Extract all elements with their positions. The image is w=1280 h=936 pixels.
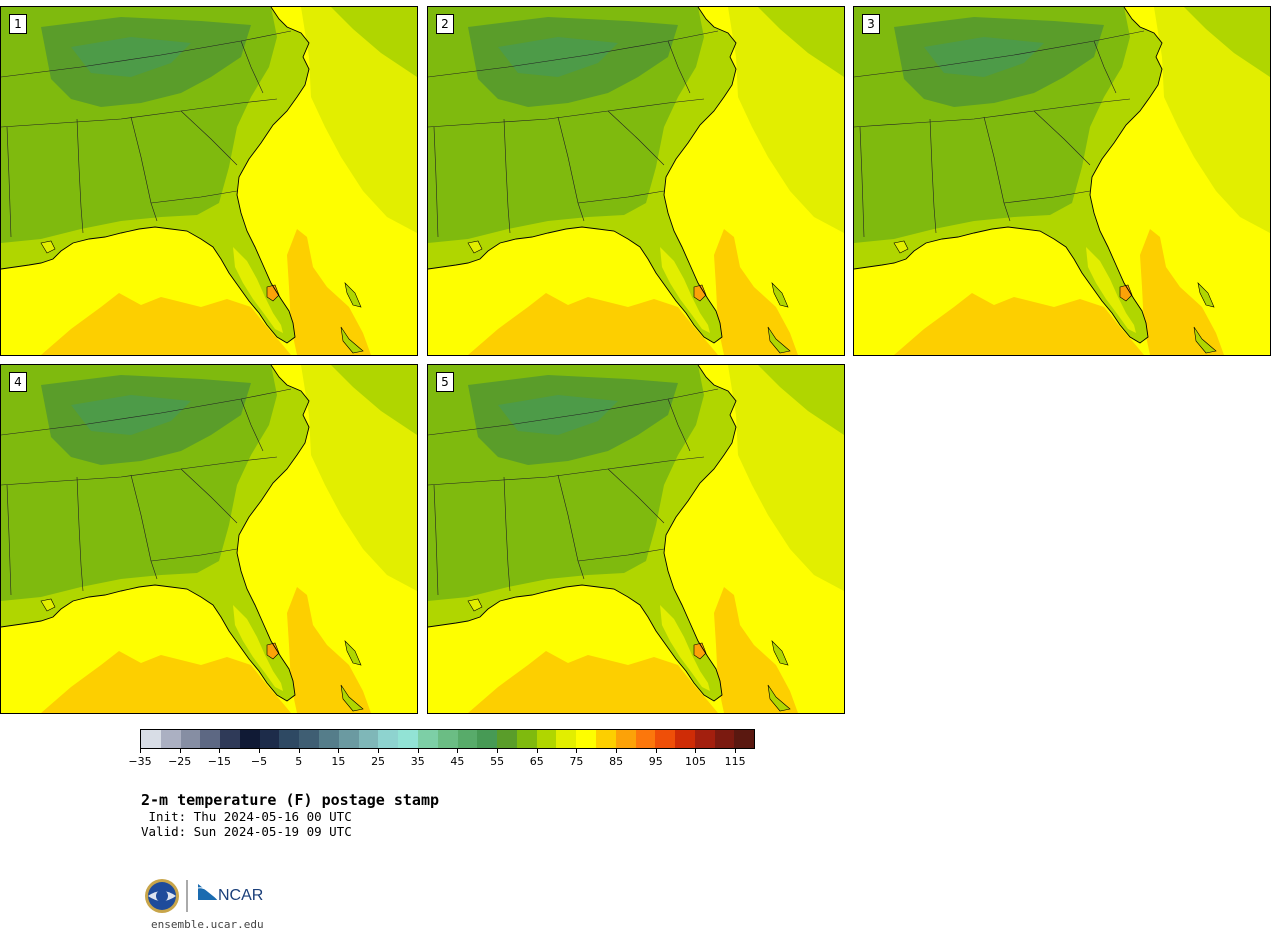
colorbar-tick-label: −15 (207, 755, 231, 768)
colorbar-swatch (358, 730, 379, 748)
colorbar-swatch (516, 730, 537, 748)
map-panel-5: 5 (427, 364, 845, 714)
colorbar-swatch (635, 730, 656, 748)
colorbar-swatch (714, 730, 735, 748)
colorbar-swatch (694, 730, 715, 748)
temperature-map (428, 7, 844, 355)
colorbar-tick (576, 749, 578, 753)
colorbar-tick-label: 65 (529, 755, 544, 768)
temperature-map (854, 7, 1270, 355)
colorbar-swatch (180, 730, 201, 748)
colorbar-swatch (160, 730, 181, 748)
colorbar-swatch (398, 730, 418, 748)
colorbar-swatch (437, 730, 458, 748)
colorbar-swatch (497, 730, 517, 748)
colorbar-swatch (576, 730, 596, 748)
colorbar-swatch (200, 730, 221, 748)
colorbar-tick-label: 75 (569, 755, 584, 768)
colorbar-swatch (338, 730, 359, 748)
colorbar-tick (655, 749, 657, 753)
colorbar-swatch (655, 730, 676, 748)
colorbar: −35 −25 −15 −5 5 15 25 35 45 55 65 75 85 95 105 115 (128, 729, 756, 777)
colorbar-tick-label: 5 (295, 755, 303, 768)
map-panel-3: 3 (853, 6, 1271, 356)
colorbar-tick-label: −35 (128, 755, 152, 768)
colorbar-tick (259, 749, 261, 753)
panel-number: 5 (436, 372, 454, 392)
colorbar-tick-label: 115 (724, 755, 746, 768)
figure-title: 2-m temperature (F) postage stamp (141, 791, 440, 809)
valid-time: Valid: Sun 2024-05-19 09 UTC (141, 824, 352, 839)
colorbar-swatch (417, 730, 438, 748)
colorbar-swatches (140, 729, 755, 749)
colorbar-tick (338, 749, 340, 753)
colorbar-tick (378, 749, 380, 753)
colorbar-swatch (556, 730, 577, 748)
colorbar-tick (735, 749, 737, 753)
colorbar-tick (140, 749, 141, 753)
colorbar-swatch (675, 730, 695, 748)
colorbar-swatch (259, 730, 280, 748)
colorbar-tick (179, 749, 181, 753)
colorbar-swatch (734, 730, 755, 748)
colorbar-swatch (536, 730, 557, 748)
colorbar-swatch (319, 730, 339, 748)
website-url: ensemble.ucar.edu (151, 918, 264, 931)
colorbar-tick-label: 95 (648, 755, 663, 768)
temperature-map (1, 365, 417, 713)
colorbar-tick (298, 749, 300, 753)
colorbar-tick-label: 55 (490, 755, 505, 768)
colorbar-tick-label: 25 (371, 755, 386, 768)
colorbar-tick (536, 749, 538, 753)
colorbar-tick-label: 45 (450, 755, 465, 768)
colorbar-swatch (141, 730, 161, 748)
temperature-map (1, 7, 417, 355)
nsf-logo-icon (145, 879, 179, 913)
nsf-ncar-logo: NCAR (144, 876, 276, 916)
panel-number: 1 (9, 14, 27, 34)
panel-number: 4 (9, 372, 27, 392)
colorbar-swatch (477, 730, 498, 748)
colorbar-tick-label: 105 (684, 755, 706, 768)
colorbar-tick-label: 35 (410, 755, 425, 768)
temperature-map (428, 365, 844, 713)
colorbar-tick (417, 749, 419, 753)
colorbar-swatch (239, 730, 260, 748)
colorbar-swatch (595, 730, 616, 748)
colorbar-swatch (299, 730, 320, 748)
colorbar-swatch (378, 730, 399, 748)
colorbar-tick-label: −25 (168, 755, 192, 768)
map-panel-4: 4 (0, 364, 418, 714)
colorbar-tick (616, 749, 618, 753)
svg-text:NCAR: NCAR (218, 887, 263, 904)
panel-number: 2 (436, 14, 454, 34)
map-panel-1: 1 (0, 6, 418, 356)
colorbar-tick-label: −5 (250, 755, 268, 768)
colorbar-tick-label: 85 (609, 755, 624, 768)
colorbar-tick (457, 749, 459, 753)
colorbar-tick (219, 749, 221, 753)
colorbar-tick-label: 15 (331, 755, 346, 768)
panel-number: 3 (862, 14, 880, 34)
colorbar-tick (497, 749, 499, 753)
map-panel-2: 2 (427, 6, 845, 356)
colorbar-swatch (457, 730, 478, 748)
colorbar-swatch (615, 730, 636, 748)
ncar-logo-icon: NCAR (197, 884, 263, 904)
colorbar-swatch (279, 730, 300, 748)
init-time: Init: Thu 2024-05-16 00 UTC (141, 809, 352, 824)
colorbar-tick (695, 749, 697, 753)
colorbar-swatch (220, 730, 240, 748)
